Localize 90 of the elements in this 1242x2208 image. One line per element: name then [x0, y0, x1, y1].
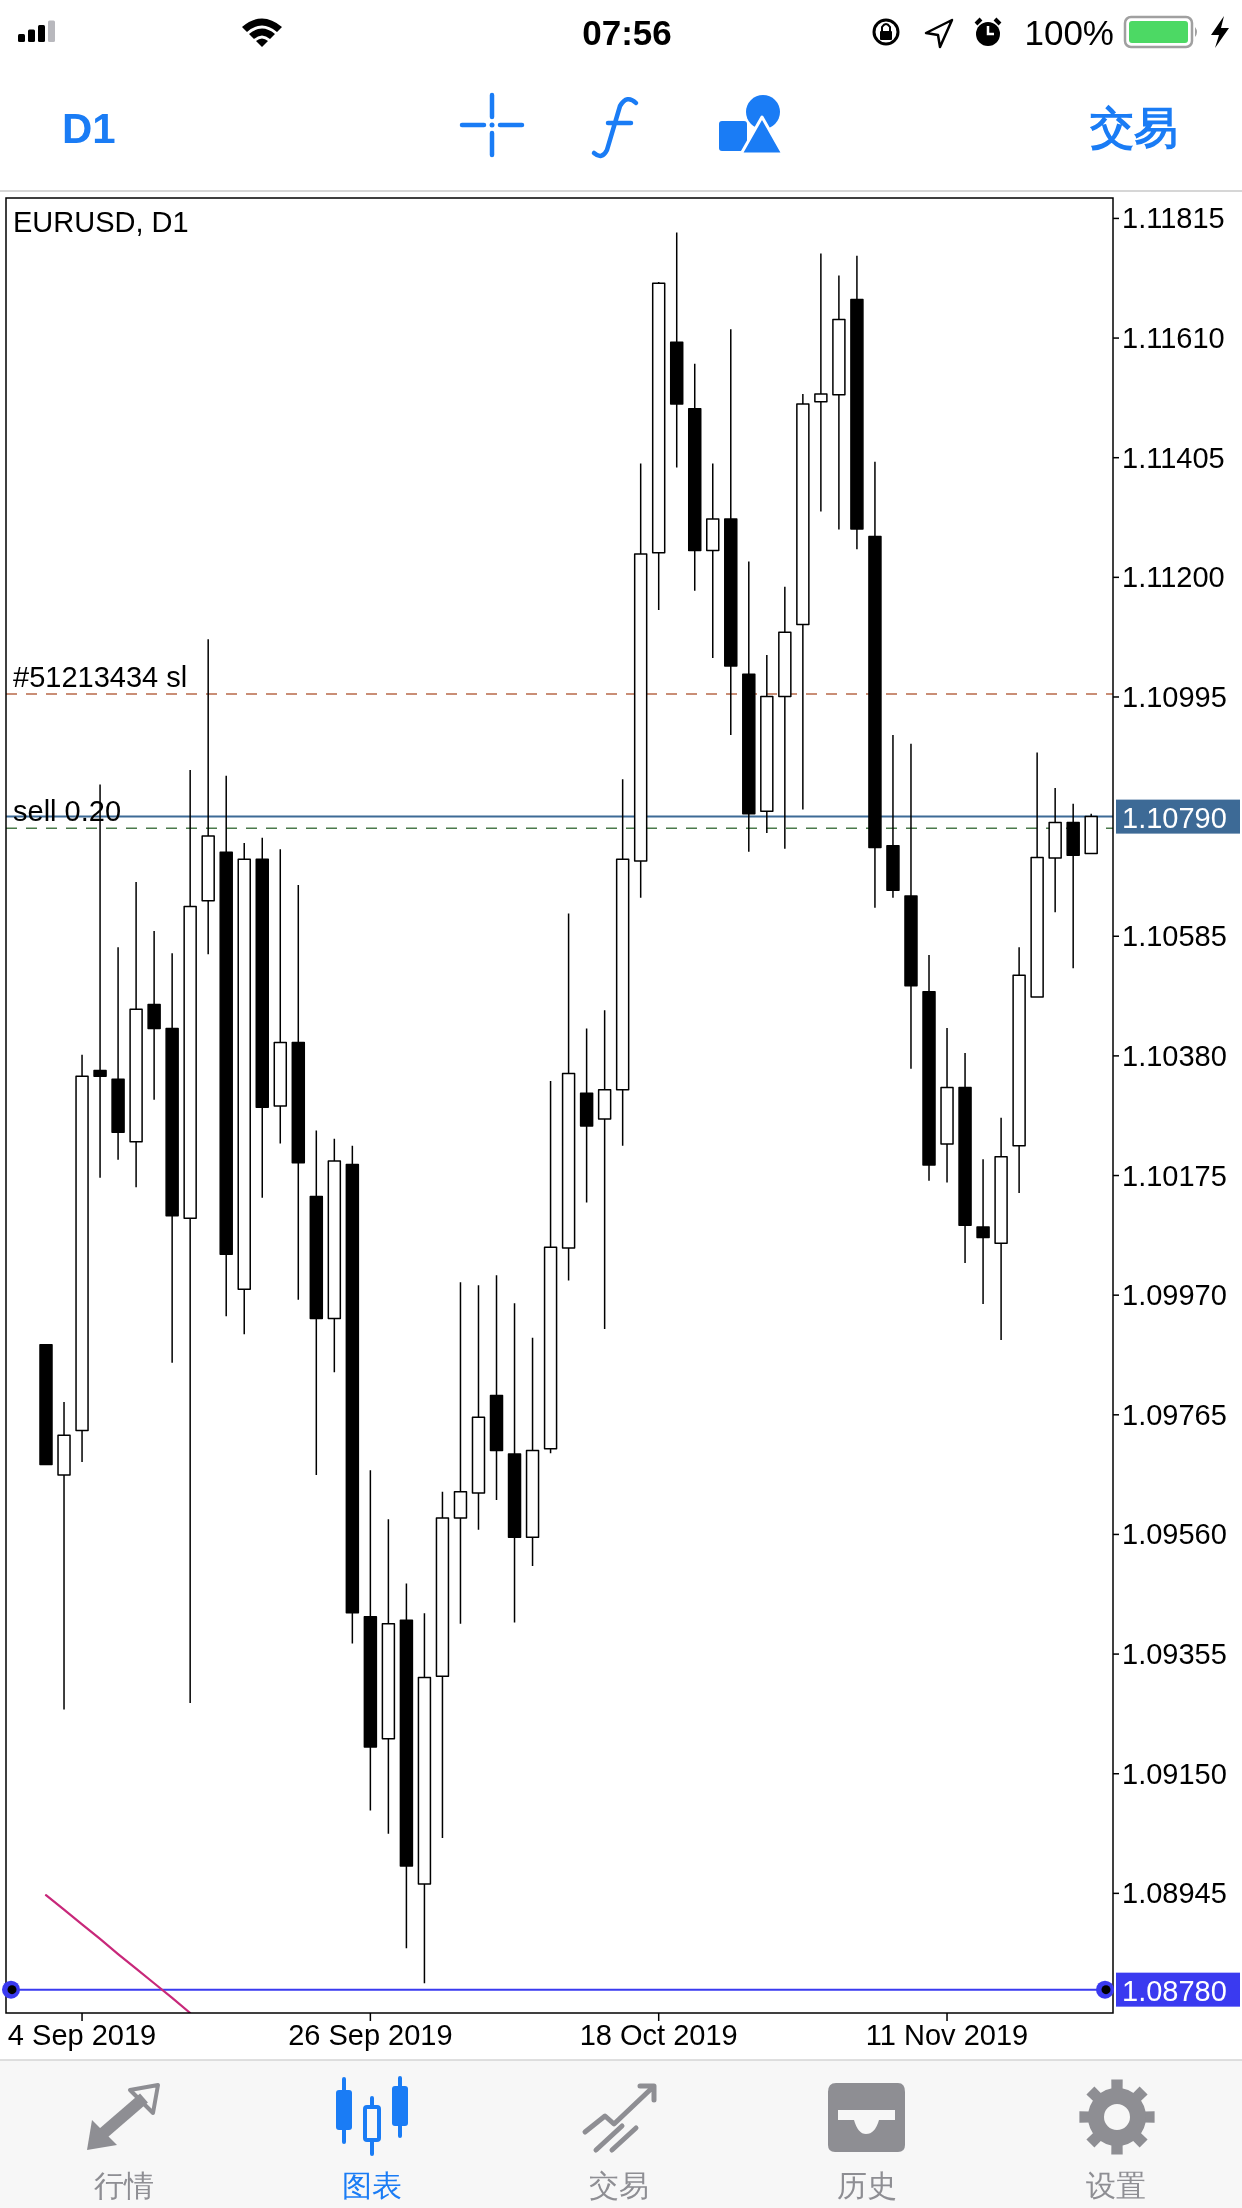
y-tick-label: 1.08945	[1122, 1877, 1227, 1910]
line-series	[44, 1894, 192, 2013]
x-tick-label: 4 Sep 2019	[7, 2019, 157, 2051]
y-tick-label: 1.10995	[1122, 680, 1227, 713]
y-tick-label: 1.10380	[1122, 1039, 1227, 1072]
y-tick-label: 1.09560	[1122, 1518, 1227, 1551]
y-tick-label: 1.09765	[1122, 1398, 1227, 1431]
text: 交易	[589, 2169, 649, 2202]
candlestick	[687, 362, 702, 592]
candlestick	[543, 1080, 558, 1455]
y-tick-label: 1.11815	[1122, 202, 1225, 235]
y-tick-label: 1.10175	[1122, 1159, 1227, 1192]
candlestick	[75, 1053, 89, 1463]
candlestick	[237, 842, 251, 1336]
candlestick	[471, 1284, 486, 1531]
candlestick	[201, 638, 215, 956]
candlestick	[219, 775, 233, 1317]
candlestick	[1012, 946, 1026, 1194]
y-tick-label: 1.09355	[1122, 1638, 1227, 1671]
text: 历史	[837, 2169, 897, 2202]
candlestick	[507, 1302, 522, 1624]
candlestick	[778, 585, 792, 850]
text: 行情	[94, 2169, 154, 2202]
candlestick	[651, 281, 666, 611]
candlestick	[850, 255, 864, 551]
candlestick	[994, 1117, 1008, 1341]
candlestick	[868, 461, 882, 909]
y-tick-label: 1.11200	[1122, 561, 1225, 594]
candlestick	[760, 654, 774, 834]
chart-title: EURUSD, D1	[13, 206, 189, 238]
candlestick	[742, 560, 756, 853]
candlestick	[525, 1337, 540, 1567]
candlestick	[814, 252, 828, 513]
ref-line-label: #51213434 sl	[13, 661, 188, 694]
y-tick-label: 1.10585	[1122, 920, 1227, 953]
candlestick	[363, 1469, 378, 1812]
candlestick	[291, 884, 306, 1301]
candlestick	[453, 1281, 468, 1625]
candlestick	[129, 881, 143, 1188]
ref-line-label: 1.08780	[1122, 1974, 1227, 2007]
text: 100%	[1024, 13, 1114, 52]
candlestick	[706, 462, 720, 659]
candlestick	[958, 1052, 972, 1264]
candlestick	[327, 1138, 342, 1373]
candlestick	[832, 274, 846, 531]
candlestick	[1066, 803, 1080, 970]
candlestick	[183, 769, 197, 1704]
candlestick	[597, 1009, 612, 1330]
candlestick	[904, 742, 918, 1070]
y-tick-label: 1.09150	[1122, 1757, 1227, 1790]
candlestick	[57, 1401, 71, 1711]
x-tick-label: 11 Nov 2019	[865, 2019, 1029, 2051]
y-tick-label: 1.11405	[1122, 441, 1225, 474]
candlestick	[147, 930, 161, 1101]
y-tick-label: 1.11610	[1122, 322, 1225, 355]
text: 07:56	[582, 13, 672, 52]
text: D1	[62, 105, 116, 152]
candlestick	[1048, 787, 1062, 914]
candlestick	[796, 393, 810, 811]
candlestick	[886, 734, 900, 899]
candlestick	[417, 1612, 432, 1984]
candlestick	[724, 328, 738, 736]
candlestick	[273, 848, 288, 1145]
candlestick	[615, 778, 630, 1147]
ref-line-label: 1.10790	[1122, 801, 1227, 834]
candlestick	[922, 954, 936, 1182]
candlestick	[940, 1027, 954, 1184]
candlestick	[39, 1344, 53, 1466]
candlestick	[1084, 812, 1098, 855]
x-tick-label: 26 Sep 2019	[288, 2019, 453, 2051]
text: 图表	[342, 2169, 402, 2202]
text: 交易	[1089, 103, 1178, 152]
candlestick	[633, 462, 648, 899]
candlestick	[111, 946, 125, 1161]
y-tick-label: 1.09970	[1122, 1279, 1227, 1312]
candlestick	[255, 836, 269, 1199]
candlestick	[345, 1145, 360, 1645]
candlestick	[399, 1582, 414, 1949]
candlestick	[669, 231, 684, 469]
candlestick	[1030, 751, 1044, 998]
candlestick	[489, 1274, 504, 1501]
text: 设置	[1086, 2169, 1146, 2202]
candlestick	[435, 1491, 450, 1839]
candlestick	[381, 1518, 396, 1835]
x-tick-label: 18 Oct 2019	[579, 2019, 738, 2051]
candlestick	[561, 912, 576, 1282]
candlestick	[165, 952, 179, 1364]
candlestick	[309, 1129, 324, 1476]
candlestick	[579, 1027, 594, 1204]
candlestick	[976, 1158, 990, 1305]
